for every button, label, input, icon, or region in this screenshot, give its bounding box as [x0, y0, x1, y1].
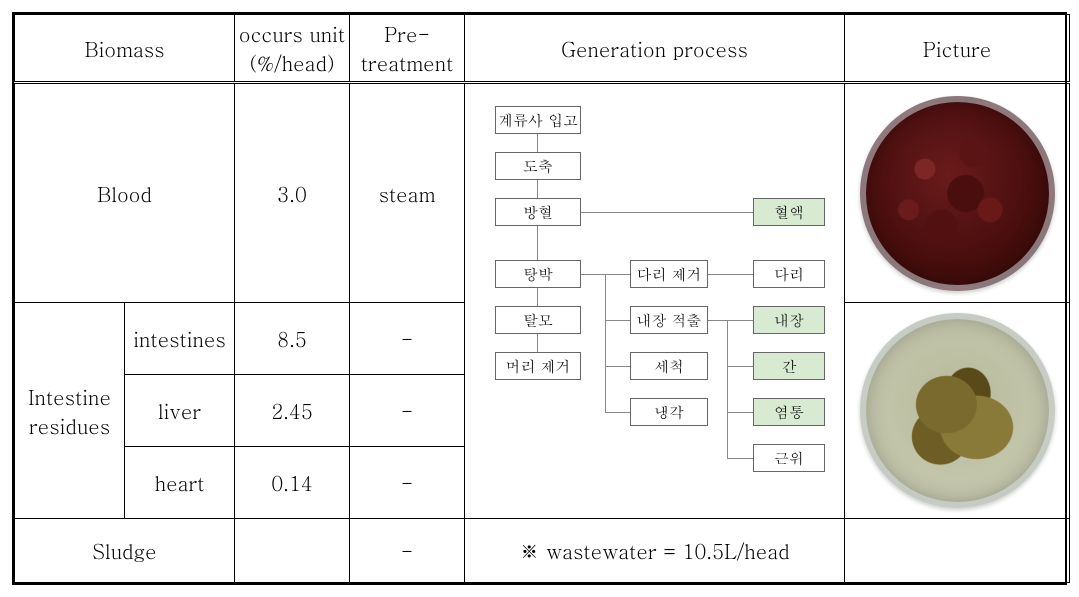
- header-picture: Picture: [845, 15, 1070, 83]
- picture-blood-sample: [860, 96, 1055, 291]
- row-blood: Blood 3.0 steam 계류사 입고 도축 방혈 탕박 탈모 머리 제거…: [15, 83, 1070, 303]
- cell-picture-blood: [845, 83, 1070, 303]
- flow-line: [537, 226, 538, 260]
- flow-box-c1-3: 탕박: [495, 260, 581, 288]
- cell-intestines-pretreat: -: [350, 303, 465, 375]
- flow-box-c1-0: 계류사 입고: [495, 106, 581, 134]
- flow-line: [581, 274, 605, 275]
- header-biomass: Biomass: [15, 15, 235, 83]
- flow-box-c3-1: 다리: [753, 260, 825, 288]
- header-occurs: occurs unit (%/head): [235, 15, 350, 83]
- flow-line: [605, 366, 630, 367]
- flow-box-c3-3: 간: [753, 352, 825, 380]
- flow-line: [727, 366, 753, 367]
- header-genproc: Generation process: [465, 15, 845, 83]
- cell-generation-process: 계류사 입고 도축 방혈 탕박 탈모 머리 제거 다리 제거 내장 적출 세척 …: [465, 83, 845, 519]
- cell-liver-pretreat: -: [350, 375, 465, 447]
- flow-box-c3-5: 근위: [753, 444, 825, 472]
- flow-line: [537, 288, 538, 306]
- flow-line: [727, 412, 753, 413]
- cell-heart-pretreat: -: [350, 447, 465, 519]
- flow-box-c2-3: 냉각: [630, 398, 708, 426]
- biomass-table: Biomass occurs unit (%/head) Pre- treatm…: [14, 14, 1070, 583]
- header-pretreat: Pre- treatment: [350, 15, 465, 83]
- cell-intestines-label: intestines: [125, 303, 235, 375]
- flow-box-c1-2: 방혈: [495, 198, 581, 226]
- flow-box-c1-5: 머리 제거: [495, 352, 581, 380]
- flow-line: [727, 458, 753, 459]
- flow-line: [605, 412, 630, 413]
- cell-blood-pretreat: steam: [350, 83, 465, 303]
- flow-box-c3-4: 염통: [753, 398, 825, 426]
- flow-line: [605, 274, 606, 412]
- flow-box-c1-4: 탈모: [495, 306, 581, 334]
- cell-picture-intestine: [845, 303, 1070, 519]
- flow-box-c1-1: 도축: [495, 152, 581, 180]
- flow-line: [708, 274, 753, 275]
- cell-intestine-group: Intestine residues: [15, 303, 125, 519]
- cell-sludge-occurs: [235, 519, 350, 583]
- cell-sludge-picture: [845, 519, 1070, 583]
- flow-box-c2-1: 내장 적출: [630, 306, 708, 334]
- cell-liver-label: liver: [125, 375, 235, 447]
- cell-liver-occurs: 2.45: [235, 375, 350, 447]
- flow-box-c2-0: 다리 제거: [630, 260, 708, 288]
- flow-line: [581, 212, 753, 213]
- cell-blood-occurs: 3.0: [235, 83, 350, 303]
- cell-heart-occurs: 0.14: [235, 447, 350, 519]
- flow-line: [537, 180, 538, 198]
- cell-footer-note: ※ wastewater = 10.5L/head: [465, 519, 845, 583]
- flow-line: [537, 334, 538, 352]
- flow-line: [605, 274, 630, 275]
- cell-sludge-pretreat: -: [350, 519, 465, 583]
- cell-heart-label: heart: [125, 447, 235, 519]
- flow-box-c2-2: 세척: [630, 352, 708, 380]
- flow-diagram: 계류사 입고 도축 방혈 탕박 탈모 머리 제거 다리 제거 내장 적출 세척 …: [465, 84, 844, 518]
- flow-line: [708, 320, 727, 321]
- flow-line: [727, 320, 753, 321]
- row-sludge: Sludge - ※ wastewater = 10.5L/head: [15, 519, 1070, 583]
- flow-line: [727, 320, 728, 458]
- picture-intestine-sample: [860, 313, 1055, 508]
- flow-box-c3-2: 내장: [753, 306, 825, 334]
- cell-blood-label: Blood: [15, 83, 235, 303]
- cell-intestines-occurs: 8.5: [235, 303, 350, 375]
- cell-sludge-label: Sludge: [15, 519, 235, 583]
- footer-note-text: ※ wastewater = 10.5L/head: [519, 536, 789, 565]
- biomass-table-container: Biomass occurs unit (%/head) Pre- treatm…: [12, 12, 1067, 585]
- flow-line: [537, 134, 538, 152]
- flow-box-c3-0: 혈액: [753, 198, 825, 226]
- header-row: Biomass occurs unit (%/head) Pre- treatm…: [15, 15, 1070, 83]
- flow-line: [605, 320, 630, 321]
